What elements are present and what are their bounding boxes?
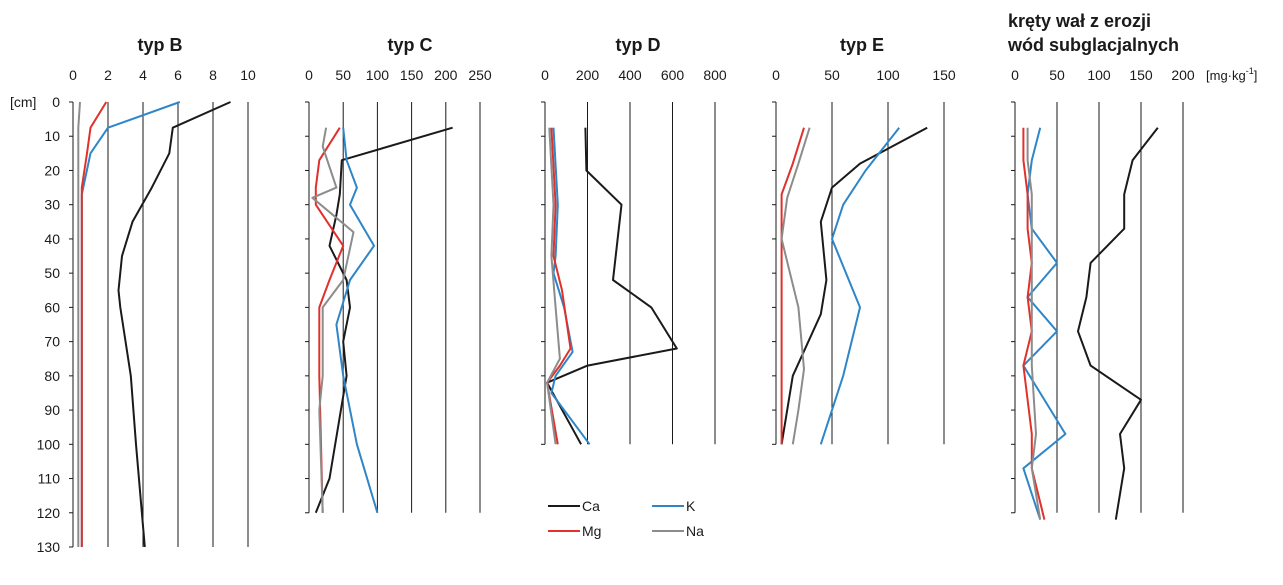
series-line-na xyxy=(780,127,811,445)
x-tick-label: 0 xyxy=(1011,67,1019,83)
x-tick-label: 800 xyxy=(703,67,727,83)
series-line-k xyxy=(335,127,379,514)
x-tick-label: 8 xyxy=(209,67,217,83)
x-tick-label: 0 xyxy=(772,67,780,83)
series-line-mg xyxy=(80,101,108,547)
series-line-k xyxy=(80,101,181,547)
y-tick-label: 40 xyxy=(44,231,60,247)
x-tick-label: 150 xyxy=(932,67,956,83)
legend-label-k: K xyxy=(686,498,696,514)
series-line-k xyxy=(819,127,900,445)
y-tick-label: 90 xyxy=(44,402,60,418)
series-line-na xyxy=(1026,127,1042,520)
panel-title: wód subglacjalnych xyxy=(1007,35,1179,55)
x-tick-label: 6 xyxy=(174,67,182,83)
y-tick-label: 70 xyxy=(44,334,60,350)
x-tick-label: 0 xyxy=(69,67,77,83)
x-tick-label: 50 xyxy=(1049,67,1065,83)
legend-label-na: Na xyxy=(686,523,704,539)
legend-label-ca: Ca xyxy=(582,498,600,514)
x-tick-label: 0 xyxy=(541,67,549,83)
legend-label-mg: Mg xyxy=(582,523,601,539)
y-tick-label: 50 xyxy=(44,265,60,281)
series-line-mg xyxy=(314,127,345,513)
series-line-mg xyxy=(1022,127,1046,520)
series-line-ca xyxy=(117,101,231,548)
x-tick-label: 200 xyxy=(434,67,458,83)
panel-4: typ E 0 50 100 150 xyxy=(772,35,956,445)
series-line-mg xyxy=(546,127,572,445)
panel-title: typ C xyxy=(388,35,433,55)
series-line-k xyxy=(550,127,591,445)
x-tick-label: 100 xyxy=(1087,67,1111,83)
x-tick-label: 100 xyxy=(366,67,390,83)
series-line-mg xyxy=(780,127,805,445)
y-tick-label: 0 xyxy=(52,94,60,110)
x-tick-label: 10 xyxy=(240,67,256,83)
series-line-na xyxy=(311,127,355,513)
legend: Ca K Mg Na xyxy=(548,498,704,539)
panel-2: typ C 0 50 100 150 200 250 xyxy=(305,35,492,514)
x-tick-label: 50 xyxy=(824,67,840,83)
x-tick-label: 50 xyxy=(335,67,351,83)
panel-title: typ E xyxy=(840,35,884,55)
x-unit-label: [mg·kg-1] xyxy=(1206,66,1257,83)
y-tick-label: 60 xyxy=(44,299,60,315)
x-tick-label: 250 xyxy=(468,67,492,83)
y-tick-label: 30 xyxy=(44,197,60,213)
panel-3: typ D 0 200 400 600 800 xyxy=(541,35,727,445)
x-tick-label: 0 xyxy=(305,67,313,83)
x-tick-label: 200 xyxy=(1171,67,1195,83)
x-tick-label: 100 xyxy=(876,67,900,83)
series-line-ca xyxy=(780,126,928,445)
series-line-na xyxy=(546,127,561,445)
panel-5: kręty wał z erozji wód subglacjalnych 0 50 1… xyxy=(1007,11,1195,520)
panel-1: typ B 0 2 4 6 8 10 xyxy=(69,35,256,548)
panel-title: typ D xyxy=(616,35,661,55)
series-line-ca xyxy=(1077,127,1159,520)
panel-title: typ B xyxy=(138,35,183,55)
series-line-ca xyxy=(314,126,453,514)
y-tick-label: 110 xyxy=(38,471,61,487)
y-tick-label: 10 xyxy=(44,128,60,144)
y-tick-label: 80 xyxy=(44,368,60,384)
panel-title: kręty wał z erozji xyxy=(1008,11,1151,31)
y-tick-label: 100 xyxy=(37,436,61,452)
y-unit-label: [cm] xyxy=(10,94,36,110)
x-tick-label: 150 xyxy=(1129,67,1153,83)
y-tick-label: 20 xyxy=(44,162,60,178)
y-tick-label: 130 xyxy=(37,539,61,555)
series-line-k xyxy=(1022,127,1067,520)
x-tick-label: 600 xyxy=(661,67,685,83)
series-line-na xyxy=(77,101,81,547)
y-tick-label: 120 xyxy=(37,505,61,521)
x-tick-label: 200 xyxy=(576,67,600,83)
x-tick-label: 2 xyxy=(104,67,112,83)
series-line-ca xyxy=(546,127,678,445)
x-tick-label: 150 xyxy=(400,67,424,83)
x-tick-label: 4 xyxy=(139,67,147,83)
x-tick-label: 400 xyxy=(618,67,642,83)
